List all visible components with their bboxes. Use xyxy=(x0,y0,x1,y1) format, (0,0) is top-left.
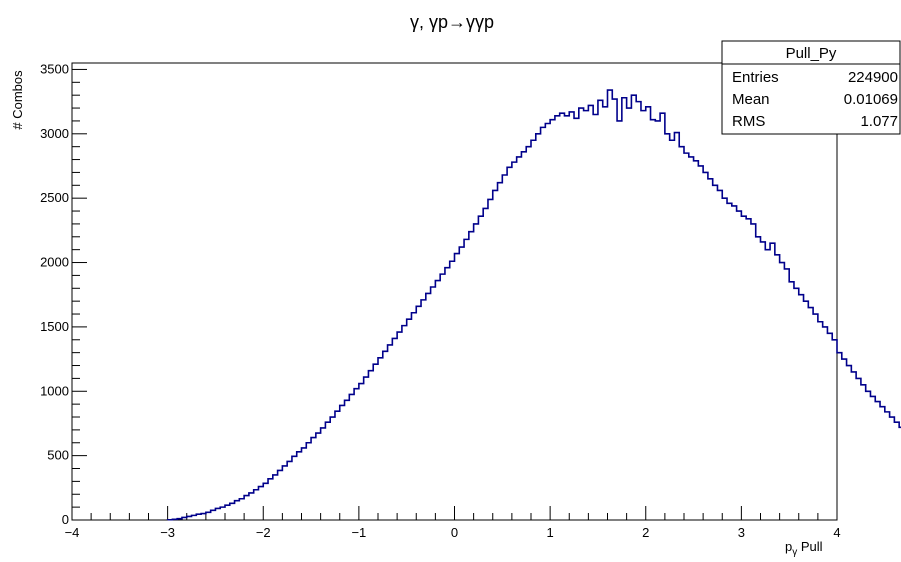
stats-entries-value: 224900 xyxy=(848,69,898,86)
y-axis-title: # Combos xyxy=(10,70,25,130)
x-axis-title-suffix: Pull xyxy=(797,539,822,554)
y-tick-label: 2500 xyxy=(40,190,69,205)
x-tick-label: 4 xyxy=(833,525,840,540)
x-tick-label: 2 xyxy=(642,525,649,540)
x-tick-label: −2 xyxy=(256,525,271,540)
y-tick-label: 500 xyxy=(47,448,69,463)
stats-mean-value: 0.01069 xyxy=(844,91,898,108)
x-tick-label: −1 xyxy=(351,525,366,540)
stats-rms-label: RMS xyxy=(732,113,765,130)
x-tick-label: −4 xyxy=(65,525,80,540)
y-tick-label: 1000 xyxy=(40,383,69,398)
stats-box: Pull_Py Entries 224900 Mean 0.01069 RMS … xyxy=(722,41,900,134)
y-tick-label: 3500 xyxy=(40,61,69,76)
y-tick-label: 3000 xyxy=(40,126,69,141)
stats-mean-label: Mean xyxy=(732,91,770,108)
y-tick-label: 2000 xyxy=(40,255,69,270)
x-tick-label: −3 xyxy=(160,525,175,540)
stats-entries-label: Entries xyxy=(732,69,779,86)
y-tick-label: 1500 xyxy=(40,319,69,334)
chart-title: γ, γp→γγp xyxy=(410,12,494,32)
x-tick-label: 0 xyxy=(451,525,458,540)
x-axis-title-main: p xyxy=(785,539,792,554)
stats-rms-value: 1.077 xyxy=(860,113,898,130)
x-tick-label: 1 xyxy=(547,525,554,540)
stats-box-name: Pull_Py xyxy=(786,45,837,62)
x-tick-label: 3 xyxy=(738,525,745,540)
